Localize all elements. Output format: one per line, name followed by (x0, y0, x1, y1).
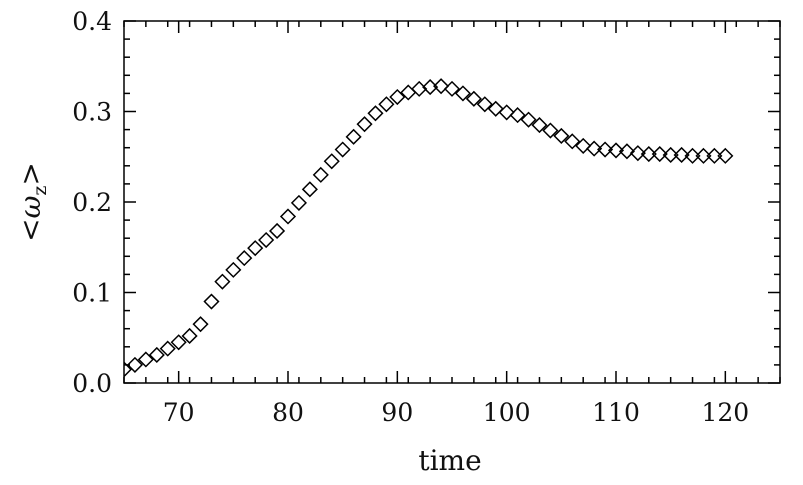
x-tick-label: 90 (381, 398, 413, 427)
data-point (553, 127, 570, 144)
data-point (443, 80, 461, 97)
data-point (236, 250, 253, 267)
data-point (520, 111, 537, 128)
x-tick-label: 110 (592, 398, 640, 427)
data-point (137, 351, 154, 368)
y-axis-title: <ωz> (14, 162, 51, 242)
data-point (269, 222, 286, 240)
data-point (148, 346, 165, 364)
data-point (487, 100, 504, 117)
data-point (192, 316, 209, 333)
y-axis-title-open: < (14, 218, 47, 241)
x-tick-label: 100 (483, 398, 531, 427)
data-point (662, 146, 679, 164)
data-point (356, 116, 373, 133)
data-point (476, 96, 493, 113)
data-point (214, 273, 231, 290)
data-point (367, 105, 384, 122)
data-point (706, 147, 723, 164)
data-point (345, 128, 362, 145)
x-tick-label: 80 (272, 398, 304, 427)
data-point (181, 327, 198, 345)
data-point (279, 208, 297, 225)
data-markers (124, 78, 734, 378)
data-point (323, 153, 340, 170)
plot-frame (123, 20, 781, 384)
data-point (597, 141, 614, 158)
data-point (542, 122, 559, 139)
data-point (673, 146, 690, 164)
data-point (640, 145, 657, 163)
x-axis-title: time (418, 444, 481, 477)
data-point (695, 147, 712, 164)
data-point (717, 147, 734, 164)
data-point (531, 117, 548, 134)
data-point (301, 181, 318, 198)
data-point (159, 340, 176, 357)
data-point (378, 96, 395, 113)
data-point (126, 356, 143, 373)
data-point (564, 133, 581, 150)
data-point (247, 240, 264, 257)
data-point (258, 231, 275, 249)
data-point (124, 361, 133, 378)
data-point (312, 166, 329, 183)
y-axis-title-close: > (14, 162, 47, 185)
data-point (170, 334, 187, 351)
major-ticks (124, 20, 780, 384)
data-point (629, 145, 646, 162)
data-point (465, 90, 482, 107)
data-point (607, 142, 625, 159)
data-point (290, 194, 307, 211)
data-point (498, 104, 515, 121)
y-tick-label: 0.0 (72, 369, 112, 398)
minor-ticks (123, 21, 781, 383)
data-point (586, 140, 603, 157)
data-point (454, 85, 471, 102)
data-point (575, 137, 592, 154)
y-tick-label: 0.1 (72, 279, 112, 308)
data-point (225, 261, 242, 278)
x-tick-labels: 70 80 90 100 110 120 (163, 398, 749, 427)
data-point (618, 143, 635, 160)
y-axis-title-symbol: ω (14, 195, 47, 218)
x-tick-label: 70 (163, 398, 195, 427)
svg-text:<ωz>: <ωz> (14, 162, 51, 242)
y-tick-label: 0.3 (72, 98, 112, 127)
data-point (203, 293, 220, 310)
data-point (684, 147, 701, 164)
y-tick-label: 0.4 (72, 7, 112, 36)
data-point (651, 145, 668, 163)
data-point (334, 141, 351, 158)
x-tick-label: 120 (701, 398, 749, 427)
data-point (509, 107, 526, 124)
data-point (389, 88, 406, 106)
y-tick-label: 0.2 (72, 188, 112, 217)
data-point (433, 78, 450, 95)
y-axis-title-subscript: z (29, 186, 51, 196)
y-tick-labels: 0.0 0.1 0.2 0.3 0.4 (72, 7, 112, 398)
